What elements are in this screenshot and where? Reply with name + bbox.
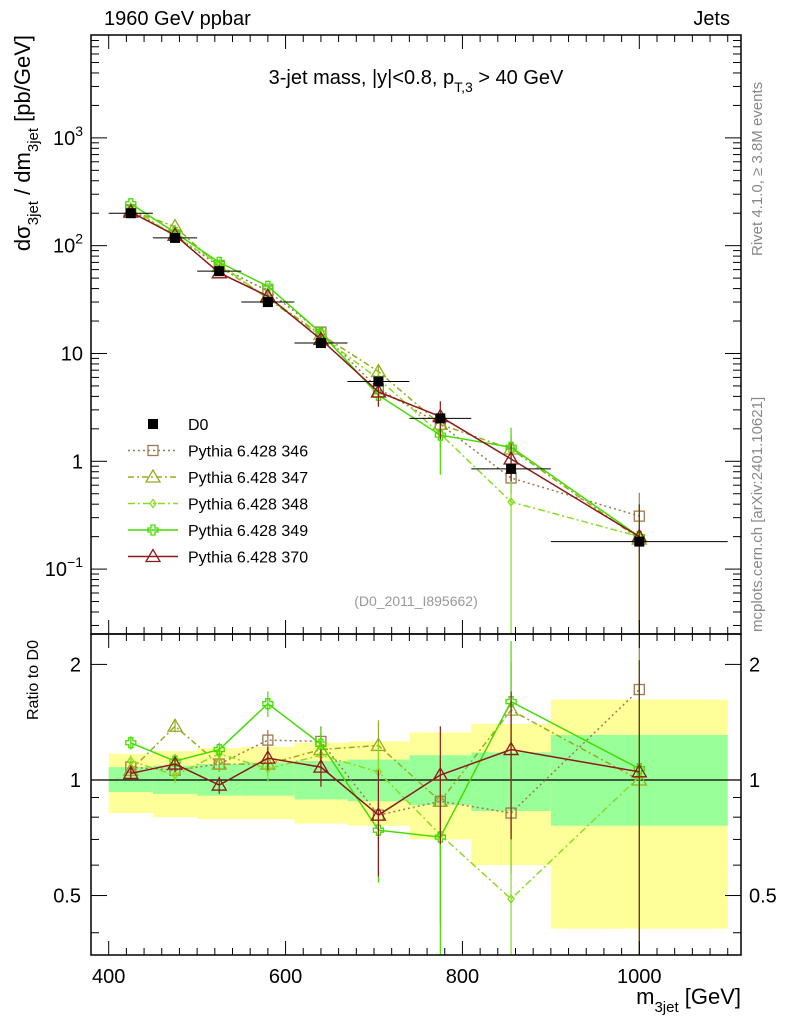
x-axis-label: m3jet [GeV] [636, 984, 741, 1016]
ratio-series-3-point-1 [169, 755, 181, 767]
data-point-6 [435, 413, 446, 424]
ratio-series-2-point-7 [507, 893, 515, 904]
ratio-series-4-point-5 [370, 806, 387, 821]
data-point-5 [373, 376, 384, 387]
data-point-1 [170, 232, 181, 243]
main-y-axis-label: dσ3jet / dm3jet [pb/GeV] [10, 35, 42, 251]
ratio-series-4-point-6 [432, 766, 449, 781]
chart-title: 3-jet mass, |y|<0.8, pT,3 > 40 GeV [269, 67, 564, 95]
main-series-3-point-3 [262, 280, 274, 292]
legend-marker-4 [147, 524, 159, 536]
x-tick-label: 600 [269, 966, 302, 988]
main-series-4-point-5 [370, 383, 387, 398]
x-tick-label: 400 [92, 966, 125, 988]
legend-label-2: Pythia 6.428 347 [188, 470, 308, 487]
legend-label-4: Pythia 6.428 349 [188, 523, 308, 540]
main-y-tick-label: 10−1 [45, 554, 83, 581]
ratio-series-4-point-4 [312, 758, 330, 773]
data-point-4 [315, 338, 326, 349]
rivet-version-label: Rivet 4.1.0, ≥ 3.8M events [749, 81, 766, 256]
ratio-series-3-point-8 [633, 763, 645, 775]
analysis-tag: (D0_2011_I895662) [354, 593, 478, 609]
ratio-series-4-point-3 [259, 749, 277, 764]
ratio-series-3-point-3 [262, 698, 274, 710]
data-point-7 [506, 463, 517, 474]
x-tick-label: 1000 [617, 966, 662, 988]
main-series-3-point-0 [125, 198, 137, 210]
main-series-3-point-6 [434, 429, 446, 441]
header-energy-label: 1960 GeV ppbar [104, 8, 251, 30]
legend-marker-0 [148, 419, 158, 429]
ratio-series-4-point-1 [166, 755, 184, 770]
legend-label-1: Pythia 6.428 346 [188, 444, 308, 461]
ratio-series-3-point-4 [315, 738, 327, 750]
ratio-series-4-point-8 [631, 763, 648, 778]
ratio-series-3-point-2 [213, 743, 225, 756]
ratio-series-2-point-3 [264, 763, 272, 774]
main-series-line-4 [130, 211, 640, 538]
ratio-y-tick-label-right: 0.5 [749, 886, 777, 908]
legend-marker-2 [144, 468, 162, 483]
main-series-3-point-7 [505, 441, 517, 453]
ratio-series-4-point-2 [211, 776, 228, 791]
legend-label-0: D0 [188, 417, 209, 434]
ratio-series-3-point-0 [125, 737, 137, 749]
ratio-series-3-point-7 [505, 695, 517, 708]
ratio-series-4-point-0 [122, 765, 139, 780]
ratio-y-tick-label: 0.5 [53, 886, 81, 908]
ratio-series-1-point-2 [211, 755, 228, 770]
x-tick-label: 800 [446, 966, 479, 988]
main-series-2-point-7 [507, 496, 515, 507]
ratio-series-4-point-7 [502, 741, 520, 756]
ratio-series-3-point-5 [372, 824, 385, 836]
legend-marker-5 [144, 548, 162, 563]
data-point-2 [214, 266, 225, 277]
ratio-y-tick-label: 1 [70, 770, 81, 792]
data-point-3 [262, 297, 273, 308]
legend-label-5: Pythia 6.428 370 [188, 550, 308, 567]
main-y-tick-label: 1 [72, 451, 83, 473]
main-y-tick-label: 103 [53, 123, 83, 150]
ratio-series-3-point-6 [434, 831, 446, 843]
main-series-3-point-2 [213, 256, 225, 269]
data-point-0 [125, 208, 136, 219]
ratio-series-2-point-0 [126, 755, 135, 767]
main-y-tick-label: 102 [53, 231, 83, 258]
main-y-tick-label: 10 [61, 343, 83, 365]
ratio-y-tick-label-right: 2 [749, 654, 760, 676]
ratio-series-0-point-3 [262, 734, 274, 746]
ratio-y-axis-label: Ratio to D0 [25, 640, 42, 720]
legend-marker-3 [149, 498, 157, 509]
ratio-series-1-point-1 [166, 717, 184, 732]
ratio-panel-frame [90, 633, 742, 956]
legend-label-3: Pythia 6.428 348 [188, 497, 308, 514]
mcplots-credit-label: mcplots.cern.ch [arXiv:2401.10621] [749, 396, 766, 632]
ratio-series-2-point-1 [171, 769, 179, 781]
legend-marker-1 [147, 444, 159, 457]
ratio-y-tick-label-right: 1 [749, 770, 760, 792]
header-process-label: Jets [693, 8, 730, 30]
data-point-8 [634, 536, 645, 547]
ratio-y-tick-label: 2 [70, 654, 81, 676]
main-series-line-2 [130, 207, 640, 538]
